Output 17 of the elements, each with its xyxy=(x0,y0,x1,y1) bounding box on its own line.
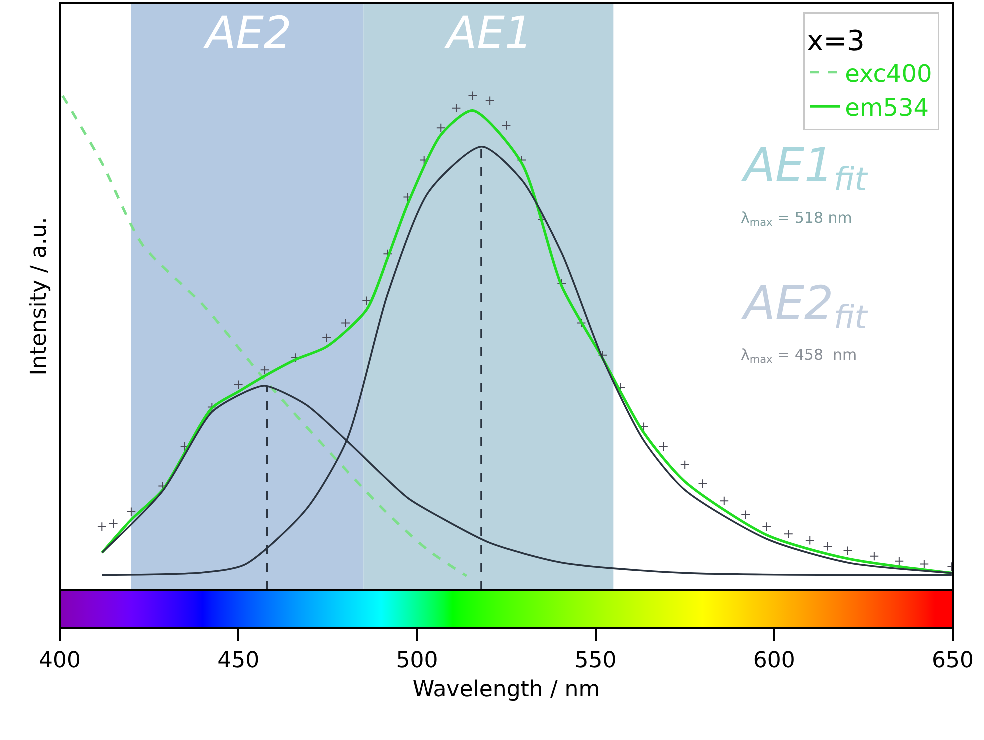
annotation: AE1$_{fit}$ xyxy=(741,138,869,199)
x-tick-label: 600 xyxy=(753,648,796,674)
legend-label: em534 xyxy=(845,94,930,122)
x-tick-label: 500 xyxy=(396,648,438,674)
legend-title: x=3 xyxy=(807,24,865,58)
band-label: AE2 xyxy=(203,8,292,59)
x-tick-label: 650 xyxy=(932,648,974,674)
y-axis-title: Intensity / a.u. xyxy=(26,217,52,376)
x-axis-title: Wavelength / nm xyxy=(412,677,600,702)
x-tick-label: 400 xyxy=(39,648,81,674)
annotation: λ$_{max}$ = 458 nm xyxy=(741,346,858,366)
x-tick-label: 450 xyxy=(218,648,260,674)
x-tick-label: 550 xyxy=(574,648,617,674)
band-label: AE1 xyxy=(444,8,533,59)
legend-label: exc400 xyxy=(845,60,932,88)
annotation: λ$_{max}$ = 518 nm xyxy=(741,209,852,230)
annotation: AE2$_{fit}$ xyxy=(741,276,869,337)
